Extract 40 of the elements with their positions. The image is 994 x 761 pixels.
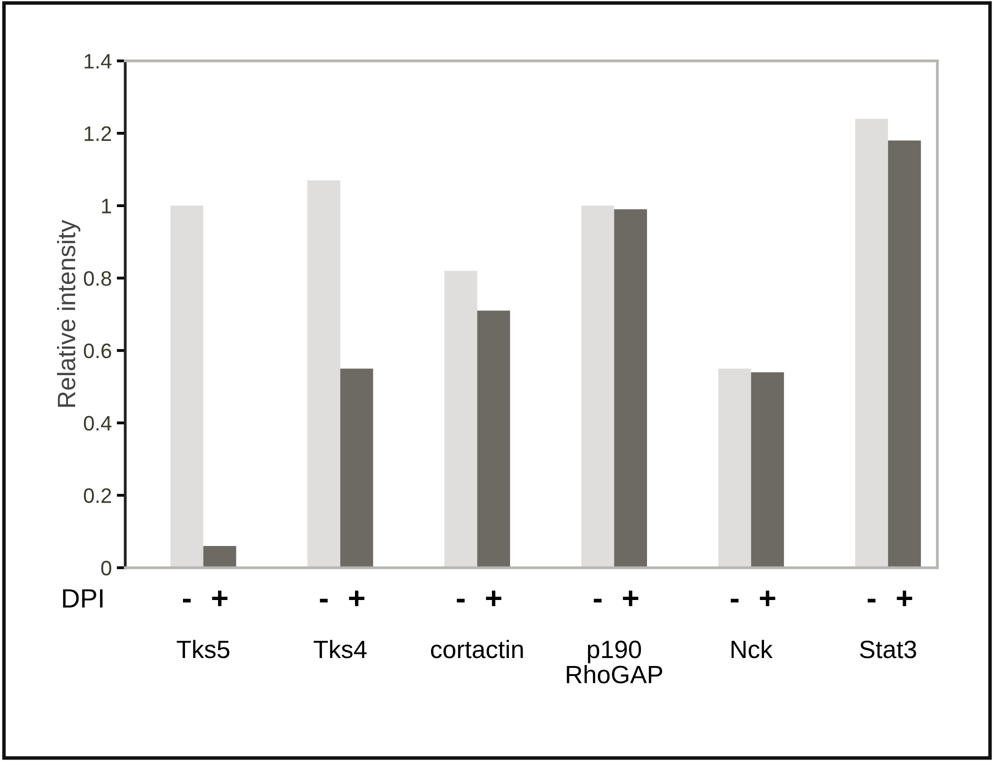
series-label: - [182,598,191,602]
bar [477,310,510,568]
bar [751,372,784,568]
text: + [486,590,502,606]
x-tick-label: Stat3 [860,640,916,658]
y-axis-title: Relative intensity [57,220,80,407]
y-tick-label: 0.2 [84,488,112,504]
text: + [622,590,638,606]
text: - [730,598,739,602]
bar [855,118,888,568]
y-tick-label: 0 [101,560,112,576]
x-tick-label: Nck [732,640,773,658]
y-tick-label: 0.8 [84,271,112,286]
bar [444,270,478,568]
y-tick-label: 1.2 [84,126,112,141]
bar [581,206,614,568]
bar [307,180,340,568]
text: - [320,598,328,602]
text: - [456,598,465,602]
x-tick-label: Tks4 [314,640,367,658]
x-tick-label: Tks5 [176,640,230,658]
text: + [760,590,776,606]
x-tick-label: cortactin [431,640,523,658]
y-tick-label: 1 [102,198,112,214]
text: + [349,590,364,606]
bar [340,368,374,568]
bar [718,368,752,568]
bar [614,209,648,568]
bar [888,140,921,568]
legend-title: DPI [63,589,103,608]
text: + [896,590,912,606]
y-tick-label: 0.6 [84,343,112,358]
bar [170,206,204,568]
y-tick-label: 0.4 [84,416,112,431]
series-label: + [212,590,228,606]
y-tick-label: 1.4 [84,54,112,68]
text: - [868,598,876,602]
text: - [594,598,602,602]
x-tick-label: p190 RhoGAP [566,640,662,684]
bar [203,546,236,568]
